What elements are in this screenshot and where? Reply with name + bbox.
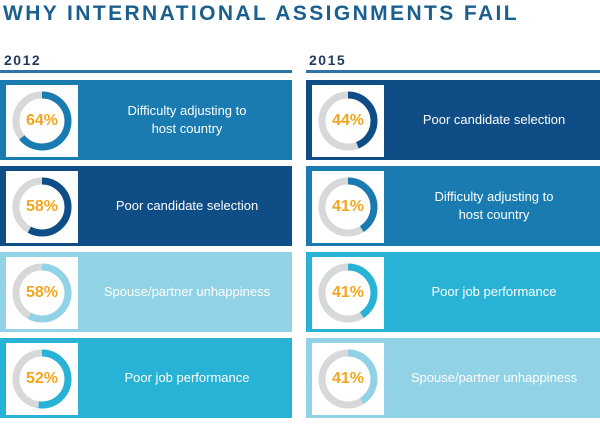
- panel-divider: [0, 70, 292, 73]
- donut-chart: [318, 263, 378, 323]
- chart-row: 64% Difficulty adjusting to host country: [0, 80, 292, 160]
- donut-value-arc: [318, 177, 378, 237]
- donut-box: 41%: [312, 171, 384, 243]
- category-label: Difficulty adjusting to host country: [127, 103, 247, 136]
- chart-row: 58% Spouse/partner unhappiness: [0, 252, 292, 332]
- donut-chart: [12, 177, 72, 237]
- donut-value-arc: [12, 263, 72, 323]
- percent-label: 52%: [25, 370, 59, 387]
- chart-row: 44% Poor candidate selection: [306, 80, 600, 160]
- percent-label: 64%: [25, 112, 59, 129]
- donut-chart: [12, 349, 72, 409]
- chart-row: 41% Poor job performance: [306, 252, 600, 332]
- donut-value-arc: [318, 349, 378, 409]
- category-label: Poor job performance: [431, 284, 557, 299]
- chart-row: 58% Poor candidate selection: [0, 166, 292, 246]
- donut-box: 58%: [6, 257, 78, 329]
- donut-box: 41%: [312, 343, 384, 415]
- donut-value-arc: [318, 91, 378, 151]
- category-label: Poor job performance: [124, 370, 250, 385]
- donut-chart: [318, 91, 378, 151]
- category-label: Difficulty adjusting to host country: [434, 189, 554, 222]
- percent-label: 41%: [331, 370, 365, 387]
- donut-box: 64%: [6, 85, 78, 157]
- donut-value-arc: [12, 91, 72, 151]
- category-label: Poor candidate selection: [422, 112, 566, 127]
- chart-row: 41% Spouse/partner unhappiness: [306, 338, 600, 418]
- panel-year-label: 2015: [309, 52, 347, 68]
- donut-chart: [12, 263, 72, 323]
- chart-title: WHY INTERNATIONAL ASSIGNMENTS FAIL: [3, 2, 519, 25]
- panel-year-label: 2012: [4, 52, 42, 68]
- donut-chart: [318, 177, 378, 237]
- category-label: Poor candidate selection: [115, 198, 259, 213]
- donut-box: 44%: [312, 85, 384, 157]
- donut-value-arc: [12, 177, 72, 237]
- category-label: Spouse/partner unhappiness: [410, 370, 578, 385]
- donut-box: 58%: [6, 171, 78, 243]
- donut-value-arc: [12, 349, 72, 409]
- chart-row: 41% Difficulty adjusting to host country: [306, 166, 600, 246]
- donut-box: 52%: [6, 343, 78, 415]
- donut-chart: [12, 91, 72, 151]
- donut-value-arc: [318, 263, 378, 323]
- chart-row: 52% Poor job performance: [0, 338, 292, 418]
- donut-chart: [318, 349, 378, 409]
- donut-box: 41%: [312, 257, 384, 329]
- percent-label: 41%: [331, 198, 365, 215]
- percent-label: 58%: [25, 284, 59, 301]
- percent-label: 44%: [331, 112, 365, 129]
- percent-label: 41%: [331, 284, 365, 301]
- percent-label: 58%: [25, 198, 59, 215]
- panel-divider: [306, 70, 600, 73]
- category-label: Spouse/partner unhappiness: [103, 284, 271, 299]
